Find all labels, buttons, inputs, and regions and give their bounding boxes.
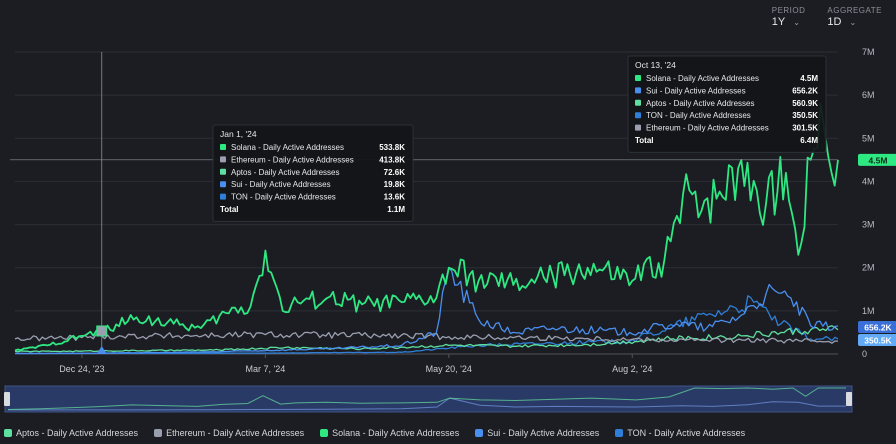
tooltip-row-label: Ethereum - Daily Active Addresses [646, 124, 769, 133]
aggregate-label: AGGREGATE [827, 6, 882, 15]
tooltip-bg [212, 124, 414, 222]
y-tick-label: 1M [862, 306, 875, 316]
range-navigator[interactable] [4, 385, 853, 413]
legend-label: Ethereum - Daily Active Addresses [166, 428, 305, 438]
tooltip-row-value: 19.8K [384, 180, 406, 189]
legend-swatch [320, 429, 329, 437]
y-tick-label: 0 [862, 349, 867, 359]
tooltip-row-value: 533.8K [379, 143, 405, 152]
x-tick-label: May 20, '24 [426, 364, 472, 374]
tooltip-date: Jan 1, '24 [220, 129, 257, 139]
line-chart[interactable]: 0 1M 2M 3M 4M 5M 6M 7M Dec 24, '23 Mar 7, '24 May … [0, 0, 896, 422]
series-line-ethereum [14, 331, 839, 344]
tooltip-oct-13: Oct 13, '24 Solana - Daily Active Address… [627, 55, 827, 153]
legend-swatch [615, 429, 624, 437]
tooltip-swatch [635, 75, 641, 81]
x-tick-label: Dec 24, '23 [59, 364, 104, 374]
tooltip-swatch [220, 156, 226, 163]
x-tick-label: Aug 2, '24 [612, 364, 652, 374]
period-label: PERIOD [771, 6, 806, 15]
tooltip-swatch [635, 124, 641, 131]
chevron-down-icon: ⌄ [849, 17, 857, 27]
tooltip-row-value: 72.6K [384, 168, 406, 177]
legend-swatch [4, 429, 12, 437]
legend-item-solana[interactable]: Solana - Daily Active Addresses [320, 428, 459, 438]
end-label-sui: 656.2K [858, 321, 896, 333]
legend-item-aptos[interactable]: Aptos - Daily Active Addresses [4, 428, 138, 438]
tooltip-row-value: 413.8K [379, 155, 405, 164]
tooltip-swatch [220, 144, 226, 150]
tooltip-total-label: Total [635, 136, 654, 145]
end-label-bg [858, 153, 896, 166]
tooltip-row-label: Sui - Daily Active Addresses [646, 86, 746, 95]
tooltip-swatch [635, 99, 641, 106]
tooltip-row-value: 13.6K [384, 193, 406, 202]
y-tick-label: 2M [862, 263, 875, 273]
legend-label: Aptos - Daily Active Addresses [16, 428, 139, 438]
chart-legend: Aptos - Daily Active Addresses Ethereum -… [0, 422, 896, 444]
tooltip-row-value: 301.5K [792, 124, 818, 133]
y-tick-label: 5M [862, 133, 875, 143]
tooltip-jan-1: Jan 1, '24 Solana - Daily Active Addresse… [212, 124, 414, 222]
y-tick-label: 6M [862, 90, 875, 100]
legend-item-ton[interactable]: TON - Daily Active Addresses [615, 428, 745, 438]
navigator-series-sui [8, 397, 846, 411]
tooltip-row-label: TON - Daily Active Addresses [231, 193, 336, 202]
tooltip-row-label: Aptos - Daily Active Addresses [646, 99, 755, 108]
period-selector[interactable]: PERIOD 1Y ⌄ [772, 6, 806, 28]
tooltip-swatch [220, 168, 226, 175]
end-label-bg [858, 334, 896, 346]
tooltip-row-label: TON - Daily Active Addresses [646, 111, 751, 120]
tooltip-swatch [635, 87, 641, 94]
tooltip-bg [627, 55, 827, 153]
chevron-down-icon: ⌄ [793, 17, 800, 27]
end-label-bg [858, 321, 896, 333]
series-line-ton [15, 295, 839, 355]
end-label-text: 4.5M [869, 155, 888, 165]
range-handle-right[interactable] [846, 392, 852, 406]
series-line-solana [14, 102, 839, 352]
tooltip-swatch [220, 193, 226, 200]
y-tick-label: 7M [862, 47, 875, 57]
end-label-text: 656.2K [864, 323, 892, 333]
tooltip-total-value: 1.1M [387, 205, 405, 214]
tooltip-row-value: 4.5M [800, 74, 818, 83]
tooltip-row-value: 560.9K [792, 99, 818, 108]
legend-label: TON - Daily Active Addresses [627, 428, 746, 438]
tooltip-row-value: 656.2K [792, 86, 818, 95]
tooltip-date: Oct 13, '24 [635, 60, 676, 70]
range-handle-left[interactable] [4, 392, 10, 406]
hover-marker [96, 346, 107, 354]
tooltip-swatch [635, 112, 641, 119]
legend-item-sui[interactable]: Sui - Daily Active Addresses [475, 428, 599, 438]
y-tick-label: 4M [862, 176, 875, 186]
hover-marker [96, 325, 108, 337]
tooltip-row-label: Aptos - Daily Active Addresses [231, 168, 340, 177]
legend-swatch [154, 429, 163, 437]
tooltip-row-value: 350.5K [792, 111, 818, 120]
aggregate-selector[interactable]: AGGREGATE 1D ⌄ [827, 6, 882, 28]
aggregate-value: 1D [827, 16, 842, 28]
navigator-series-solana [7, 387, 846, 410]
x-tick-label: Mar 7, '24 [245, 364, 285, 374]
period-value: 1Y [771, 16, 786, 28]
end-label-text: 350.5K [864, 336, 892, 346]
tooltip-row-label: Ethereum - Daily Active Addresses [231, 155, 354, 164]
tooltip-row-label: Solana - Daily Active Addresses [231, 143, 344, 152]
tooltip-row-label: Solana - Daily Active Addresses [646, 74, 759, 83]
legend-label: Solana - Daily Active Addresses [332, 428, 460, 438]
tooltip-total-value: 6.4M [800, 136, 818, 145]
end-label-ton: 350.5K [858, 334, 896, 346]
tooltip-total-label: Total [220, 205, 239, 214]
y-tick-label: 3M [862, 220, 875, 230]
legend-label: Sui - Daily Active Addresses [487, 428, 600, 438]
series-line-sui [15, 267, 839, 355]
end-label-solana: 4.5M [858, 153, 896, 166]
tooltip-swatch [220, 181, 226, 188]
legend-item-ethereum[interactable]: Ethereum - Daily Active Addresses [154, 428, 304, 438]
tooltip-row-label: Sui - Daily Active Addresses [231, 180, 331, 189]
legend-swatch [475, 429, 484, 437]
chart-controls: PERIOD 1Y ⌄ AGGREGATE 1D ⌄ [772, 6, 882, 28]
